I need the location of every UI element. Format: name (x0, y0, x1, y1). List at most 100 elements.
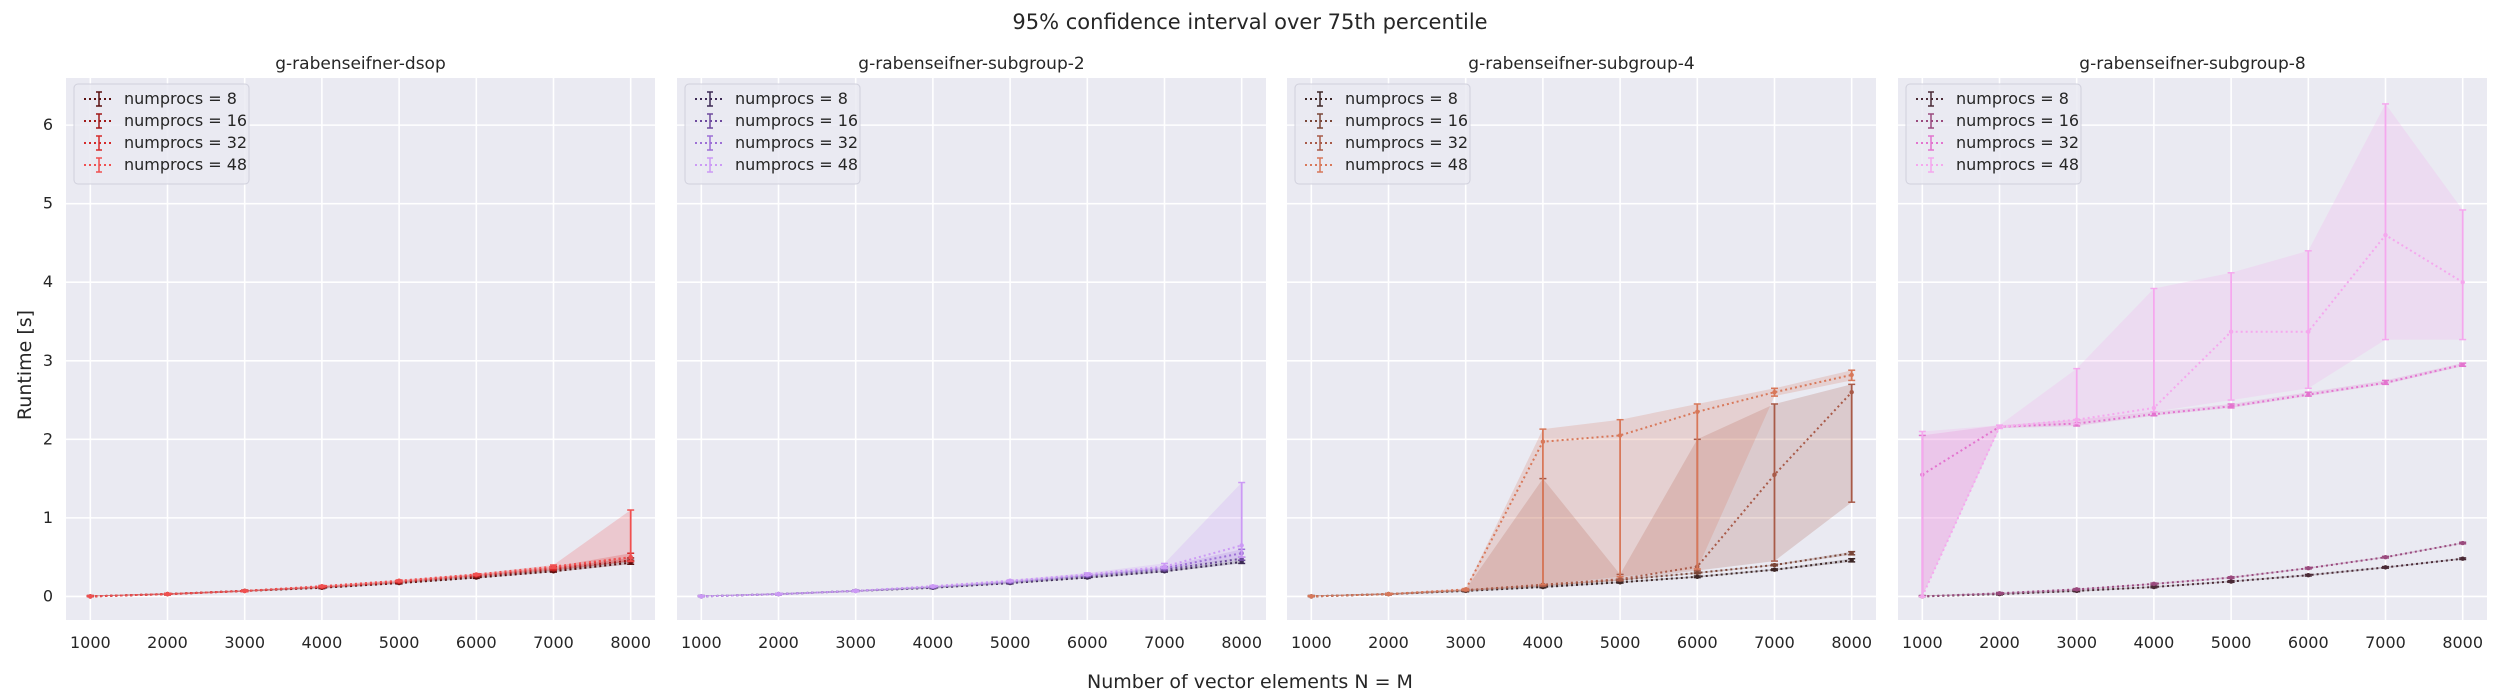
data-point (1085, 572, 1090, 577)
data-point (1849, 372, 1854, 378)
legend-entry: numprocs = 32 (1305, 133, 1468, 152)
x-tick-label: 5000 (379, 633, 420, 652)
legend-label: numprocs = 16 (1956, 111, 2079, 130)
data-point (930, 584, 936, 589)
x-tick-label: 6000 (2288, 633, 2329, 652)
data-point (2151, 584, 2157, 590)
panel-title: g-rabenseifner-dsop (275, 54, 446, 74)
data-point (1772, 562, 1777, 568)
figure-title: 95% confidence interval over 75th percen… (1012, 10, 1487, 34)
confidence-band (1922, 103, 2463, 597)
y-tick-label: 6 (43, 115, 53, 134)
data-point (776, 591, 781, 597)
x-tick-label: 7000 (2365, 633, 2406, 652)
data-point (1162, 564, 1167, 569)
y-tick-label: 4 (43, 272, 53, 291)
series-line (1921, 233, 2464, 597)
data-point (1309, 594, 1314, 599)
legend-label: numprocs = 16 (1345, 111, 1468, 130)
data-point (2383, 232, 2388, 238)
legend-entry: numprocs = 16 (1916, 111, 2079, 130)
legend-label: numprocs = 48 (1345, 155, 1468, 174)
data-point (1239, 543, 1244, 548)
confidence-band (1311, 384, 1852, 597)
data-point (319, 584, 325, 589)
data-point (1849, 558, 1854, 563)
legend-label: numprocs = 16 (124, 111, 247, 130)
data-point (1997, 424, 2002, 429)
x-tick-label: 4000 (1523, 633, 1564, 652)
chart-panels: 1000 2000 3000 4000 5000 6000 7000 8000 0 1 2 3 4 5 6 g… (43, 54, 2487, 652)
x-tick-label: 5000 (1600, 633, 1641, 652)
y-tick-label: 5 (43, 194, 53, 213)
x-tick-label: 5000 (990, 633, 1031, 652)
data-point (1540, 439, 1546, 444)
x-tick-label: 5000 (2211, 633, 2252, 652)
legend-box (73, 83, 250, 185)
legend-label: numprocs = 48 (124, 155, 247, 174)
series-line (701, 544, 1242, 598)
data-point (2228, 329, 2234, 334)
legend-box (1294, 83, 1471, 185)
legend-label: numprocs = 48 (735, 155, 858, 174)
data-point (1007, 578, 1013, 583)
x-tick-label: 2000 (758, 633, 799, 652)
x-tick-label: 6000 (456, 633, 497, 652)
data-point (474, 572, 479, 577)
x-tick-label: 3000 (1445, 633, 1486, 652)
legend-box (684, 83, 861, 185)
data-point (2074, 587, 2079, 592)
legend-box (1905, 83, 2082, 185)
legend-entry: numprocs = 48 (84, 155, 247, 174)
data-point (2151, 411, 2157, 417)
data-point (1386, 591, 1391, 597)
data-point (2151, 405, 2157, 411)
data-point (699, 594, 704, 599)
data-point (2228, 575, 2234, 580)
data-point (2460, 280, 2465, 285)
x-axis-label: Number of vector elements N = M (1087, 671, 1413, 693)
legend-entry: numprocs = 32 (695, 133, 858, 152)
x-tick-label: 6000 (1067, 633, 1108, 652)
data-point (2228, 579, 2234, 584)
data-point (1617, 576, 1623, 582)
chart-panel-4: 1000 2000 3000 4000 5000 6000 7000 8000 g-rabens… (1898, 54, 2487, 652)
x-tick-label: 1000 (70, 633, 111, 652)
data-point (1772, 472, 1777, 477)
data-point (2460, 540, 2465, 546)
legend-entry: numprocs = 8 (1305, 89, 1458, 108)
x-tick-label: 7000 (1144, 633, 1185, 652)
data-point (1695, 570, 1700, 576)
data-point (396, 578, 402, 583)
legend-label: numprocs = 48 (1956, 155, 2079, 174)
panel-title: g-rabenseifner-subgroup-8 (2079, 54, 2305, 74)
data-point (628, 554, 633, 560)
data-point (853, 588, 858, 594)
legend-entry: numprocs = 8 (695, 89, 848, 108)
legend-label: numprocs = 32 (735, 133, 858, 152)
legend-entry: numprocs = 8 (84, 89, 237, 108)
y-axis-label: Runtime [s] (14, 310, 36, 420)
data-point (2383, 380, 2388, 385)
x-tick-label: 2000 (1979, 633, 2020, 652)
data-point (2074, 417, 2079, 422)
y-tick-label: 0 (43, 586, 53, 605)
x-tick-label: 1000 (1291, 633, 1332, 652)
legend-entry: numprocs = 16 (84, 111, 247, 130)
x-tick-label: 4000 (913, 633, 954, 652)
data-point (165, 591, 170, 597)
data-point (1997, 591, 2002, 596)
y-tick-label: 2 (43, 429, 53, 448)
data-point (1849, 551, 1854, 556)
legend-label: numprocs = 8 (1345, 89, 1458, 108)
x-tick-label: 4000 (302, 633, 343, 652)
data-point (1772, 390, 1777, 395)
data-point (2306, 329, 2311, 334)
x-tick-label: 1000 (681, 633, 722, 652)
data-point (1920, 594, 1925, 599)
chart-panel-2: 1000 2000 3000 4000 5000 6000 7000 8000 g-rabens… (677, 54, 1266, 652)
legend-entry: numprocs = 16 (695, 111, 858, 130)
data-point (2151, 581, 2157, 587)
legend-entry: numprocs = 48 (1916, 155, 2079, 174)
